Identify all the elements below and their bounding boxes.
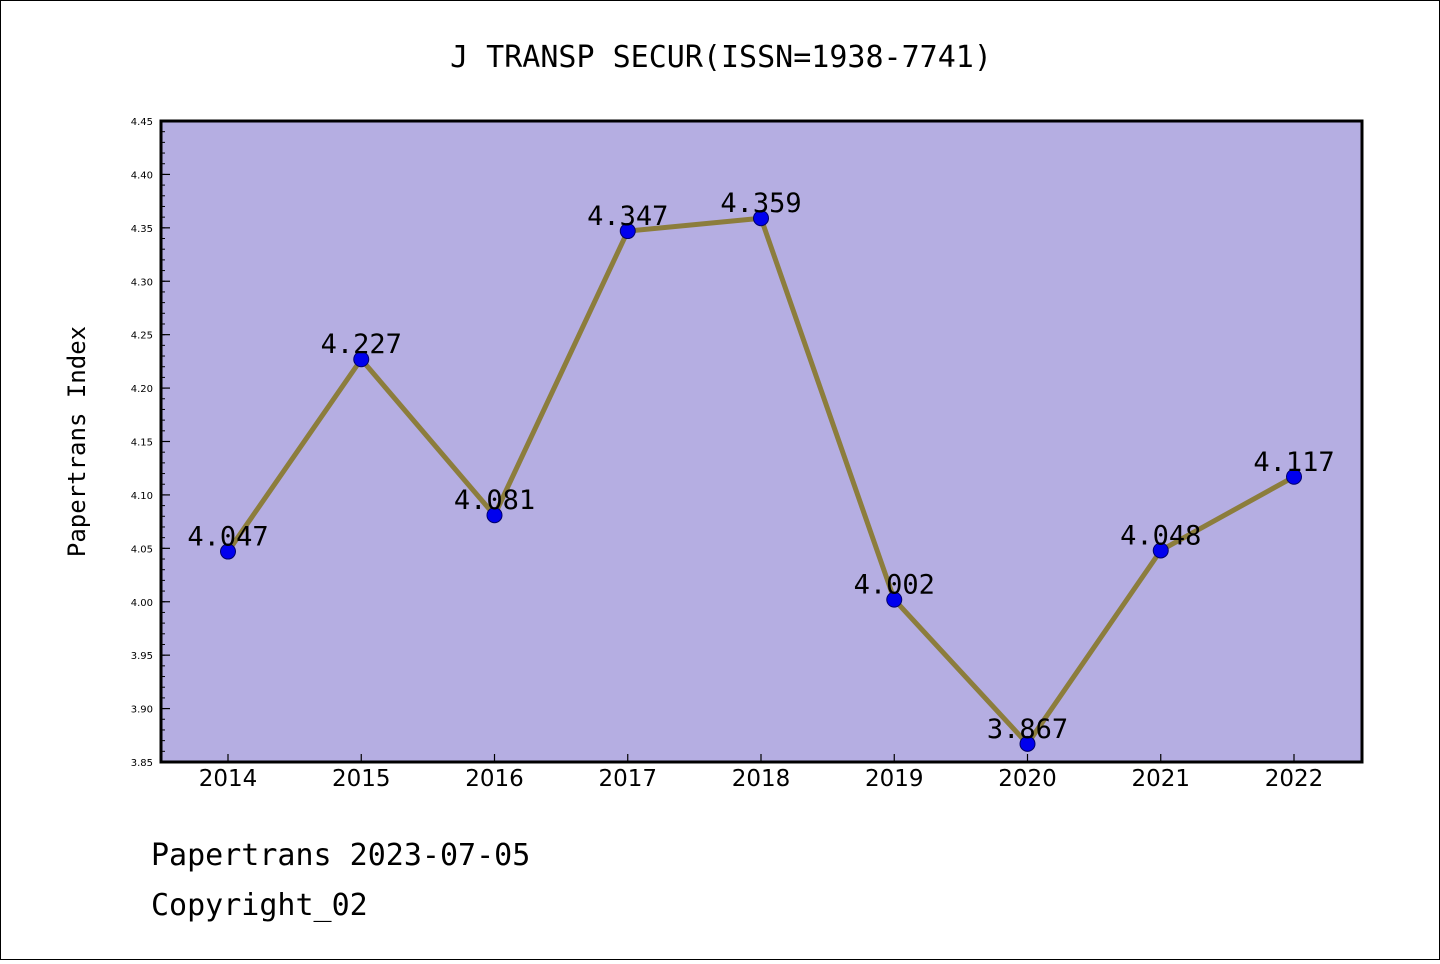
data-labels: 4.047 4.227 4.081 4.347 4.359 4.002 3.867 4.048… [187,188,1334,745]
y-tick-label: 3.90 [131,705,153,716]
plot-border [159,119,1364,764]
x-tick-label: 2015 [332,766,391,792]
x-tick-label: 2018 [732,766,791,792]
x-axis: 2014 2015 2016 2017 2018 2019 2020 2021 2022 [199,754,1324,792]
plot-area [161,121,1362,762]
y-axis-label: Papertrans Index [63,326,91,557]
x-tick-label: 2017 [598,766,657,792]
y-tick-label: 3.95 [131,651,153,662]
y-tick-label: 4.15 [131,438,153,449]
y-tick-label: 4.45 [131,117,153,128]
data-point [1152,542,1169,559]
data-point [619,223,636,240]
series-line [220,210,1302,752]
data-point [486,507,503,524]
y-tick-label: 4.10 [131,491,153,502]
data-label: 4.081 [454,485,535,516]
data-label: 3.867 [987,714,1068,745]
x-tick-label: 2014 [199,766,258,792]
y-tick-label: 4.40 [131,170,153,181]
x-tick-label: 2021 [1131,766,1190,792]
y-tick-label: 4.35 [131,224,153,235]
data-label: 4.002 [854,570,935,601]
data-point [353,351,370,368]
data-label: 4.227 [321,329,402,360]
y-tick-label: 4.00 [131,598,153,609]
y-axis: 3.85 3.90 3.95 4.00 4.05 4.10 4.15 4.20 4.25 4.30… [131,117,170,769]
y-tick-label: 3.85 [131,758,153,769]
data-label: 4.347 [587,201,668,232]
footer-copyright: Copyright_02 [151,888,368,923]
data-point [1019,735,1036,752]
data-label: 4.048 [1120,520,1201,551]
data-point [886,591,903,608]
y-tick-label: 4.25 [131,331,153,342]
data-point [220,543,236,560]
y-tick-label: 4.30 [131,277,153,288]
y-tick-label: 4.05 [131,544,153,555]
data-point [753,210,769,227]
footer-date: Papertrans 2023-07-05 [151,838,530,873]
x-tick-label: 2019 [865,766,924,792]
data-point [1286,468,1302,485]
x-tick-label: 2022 [1265,766,1324,792]
x-tick-label: 2016 [465,766,524,792]
y-tick-label: 4.20 [131,384,153,395]
data-label: 4.117 [1253,447,1334,478]
data-label: 4.359 [720,188,801,219]
chart-title: J TRANSP SECUR(ISSN=1938-7741) [450,40,992,75]
x-tick-label: 2020 [998,766,1057,792]
data-label: 4.047 [187,522,268,553]
